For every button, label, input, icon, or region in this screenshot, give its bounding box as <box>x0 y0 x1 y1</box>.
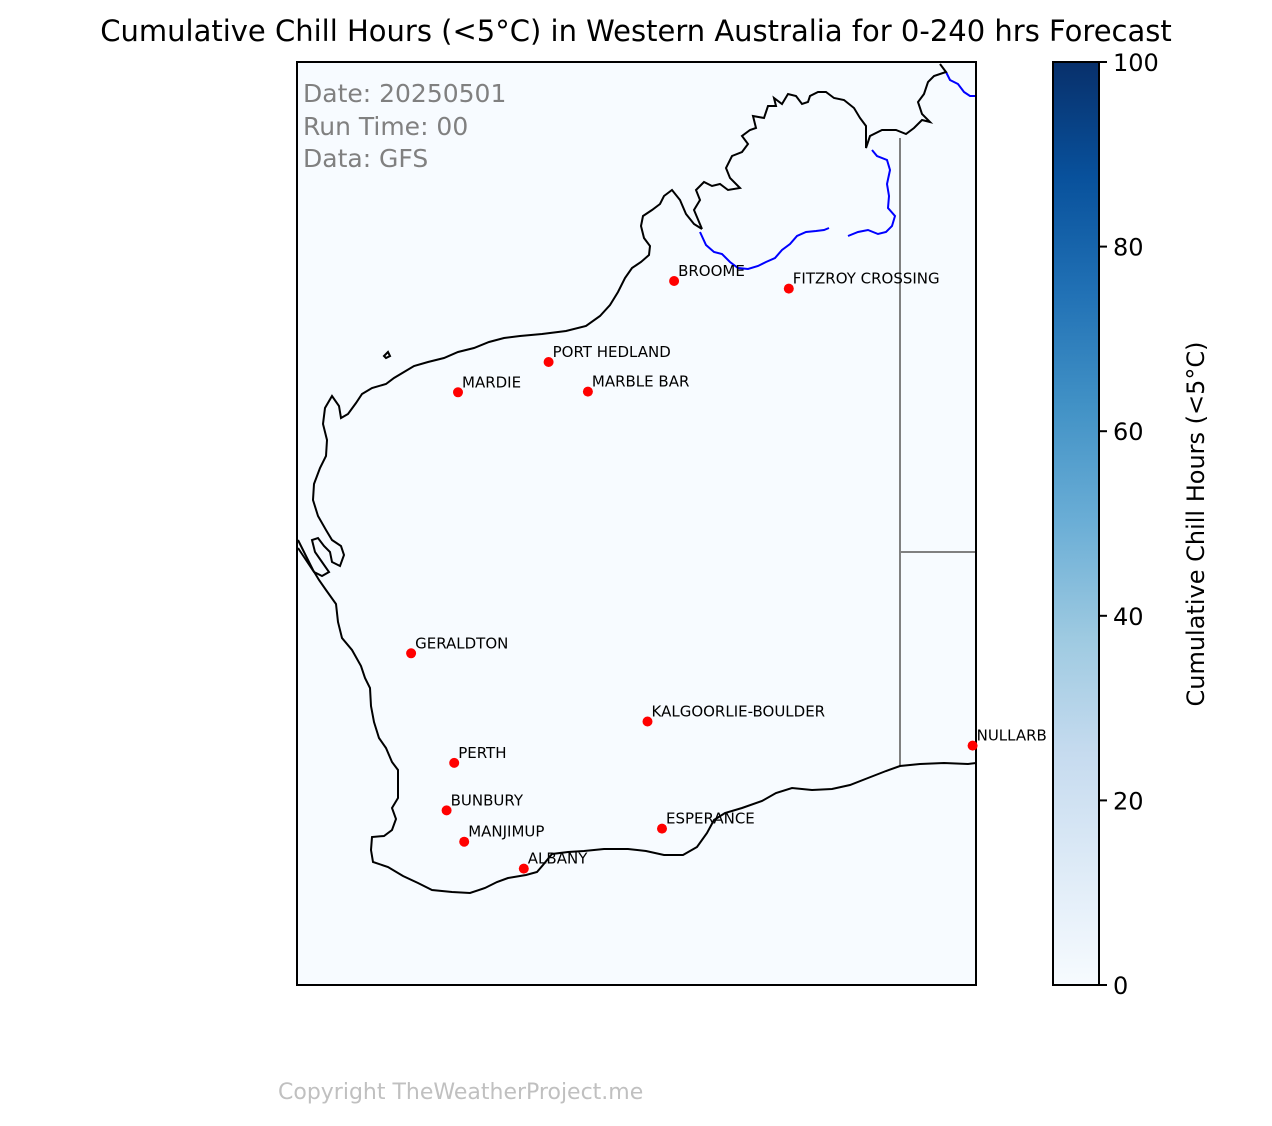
info-data-source: Data: GFS <box>303 144 428 173</box>
city-marker-marble-bar <box>582 386 593 397</box>
wa-coastline <box>297 539 977 895</box>
city-label-albany: ALBANY <box>528 850 588 868</box>
map-background <box>297 62 976 985</box>
colorbar-tick-label: 0 <box>1113 972 1128 1000</box>
city-marker-bunbury <box>441 805 452 816</box>
city-marker-albany <box>518 863 529 874</box>
copyright-notice: Copyright TheWeatherProject.me <box>278 1080 644 1105</box>
city-marker-geraldton <box>406 648 417 659</box>
kimberley-coast <box>692 63 948 230</box>
city-marker-kalgoorlie-boulder <box>642 716 653 727</box>
colorbar-tick-label: 80 <box>1113 234 1144 262</box>
island <box>382 350 392 360</box>
city-label-fitzroy-crossing: FITZROY CROSSING <box>793 270 940 288</box>
colorbar-tick-label: 100 <box>1113 49 1159 77</box>
city-label-nullarbor: NULLARB <box>977 727 1047 745</box>
city-marker-broome <box>669 276 680 286</box>
colorbar-ticks: 0 20 40 60 80 100 <box>1099 49 1159 1000</box>
city-marker-mardie <box>453 387 463 398</box>
colorbar-tick-label: 20 <box>1113 787 1144 815</box>
coastline <box>297 63 977 895</box>
city-label-kalgoorlie-boulder: KALGOORLIE-BOULDER <box>652 703 826 721</box>
map-frame <box>296 61 977 986</box>
colorbar-tick-label: 60 <box>1113 418 1144 446</box>
info-date: Date: 20250501 <box>303 79 506 108</box>
city-label-mardie: MARDIE <box>462 373 521 391</box>
city-label-broome: BROOME <box>678 262 745 280</box>
city-marker-manjimup <box>459 836 470 847</box>
city-label-perth: PERTH <box>458 744 506 762</box>
city-marker-perth <box>449 757 460 768</box>
colorbar <box>1052 61 1100 986</box>
city-label-esperance: ESPERANCE <box>666 810 755 828</box>
page-title: Cumulative Chill Hours (<5°C) in Western… <box>100 14 1172 48</box>
state-borders <box>899 138 976 767</box>
city-marker-esperance <box>657 823 667 834</box>
city-marker-fitzroy-crossing <box>783 283 794 294</box>
city-marker-port-hedland <box>543 357 554 367</box>
ord-river <box>847 149 897 237</box>
city-label-geraldton: GERALDTON <box>415 634 508 652</box>
fitzroy-river <box>699 227 830 271</box>
info-run-time: Run Time: 00 <box>303 112 468 141</box>
shark-bay-coast <box>297 188 703 578</box>
city-marker-nullarbor <box>967 740 978 751</box>
colorbar-tick-label: 40 <box>1113 603 1144 631</box>
rivers <box>699 71 976 271</box>
city-label-port-hedland: PORT HEDLAND <box>553 343 671 361</box>
city-label-marble-bar: MARBLE BAR <box>592 373 690 391</box>
colorbar-label: Cumulative Chill Hours (<5°C) <box>1182 341 1210 706</box>
city-markers: BROOME FITZROY CROSSING PORT HEDLAND MARBLE… <box>406 262 1047 874</box>
victoria-river <box>945 71 976 97</box>
city-label-manjimup: MANJIMUP <box>468 823 544 841</box>
city-label-bunbury: BUNBURY <box>451 791 524 809</box>
